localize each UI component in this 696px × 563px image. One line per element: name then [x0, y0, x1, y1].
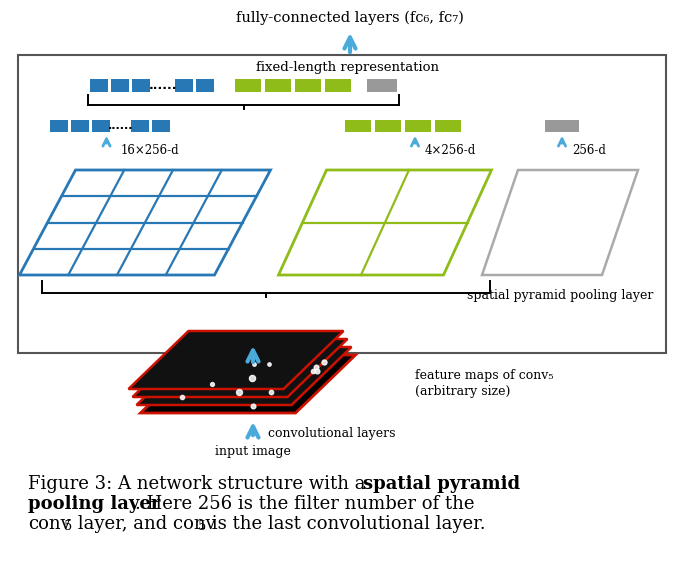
Text: ......: ......: [149, 79, 177, 92]
Polygon shape: [482, 170, 638, 275]
Text: input image: input image: [215, 445, 291, 458]
Bar: [90, 79, 108, 92]
Bar: [71, 120, 89, 132]
Bar: [435, 120, 461, 132]
Polygon shape: [19, 170, 271, 275]
Bar: [235, 79, 261, 92]
Text: 5: 5: [64, 520, 72, 533]
Bar: [131, 120, 149, 132]
Polygon shape: [141, 355, 356, 413]
Text: convolutional layers: convolutional layers: [268, 427, 395, 440]
Polygon shape: [129, 331, 344, 389]
Text: . Here 256 is the filter number of the: . Here 256 is the filter number of the: [135, 495, 475, 513]
Text: (arbitrary size): (arbitrary size): [415, 385, 510, 397]
Bar: [367, 79, 397, 92]
Text: feature maps of conv₅: feature maps of conv₅: [415, 369, 553, 382]
Bar: [405, 120, 431, 132]
Bar: [265, 79, 291, 92]
Text: is the last convolutional layer.: is the last convolutional layer.: [206, 515, 486, 533]
Bar: [325, 79, 351, 92]
Bar: [196, 79, 214, 92]
Text: Figure 3: A network structure with a: Figure 3: A network structure with a: [28, 475, 371, 493]
Text: pooling layer: pooling layer: [28, 495, 160, 513]
Bar: [111, 79, 129, 92]
Bar: [132, 79, 150, 92]
Text: 16×256-d: 16×256-d: [120, 145, 179, 158]
Bar: [152, 120, 170, 132]
Text: 256-d: 256-d: [572, 145, 606, 158]
Polygon shape: [278, 170, 491, 275]
Bar: [18, 55, 666, 353]
Bar: [295, 79, 321, 92]
Bar: [50, 120, 68, 132]
Polygon shape: [132, 339, 347, 397]
Text: 5: 5: [198, 520, 206, 533]
Text: fully-connected layers (fc₆, fc₇): fully-connected layers (fc₆, fc₇): [236, 11, 464, 25]
Polygon shape: [136, 347, 351, 405]
Text: fixed-length representation: fixed-length representation: [257, 61, 439, 74]
Text: conv: conv: [28, 515, 71, 533]
Bar: [345, 120, 371, 132]
Bar: [545, 120, 579, 132]
Text: layer, and conv: layer, and conv: [72, 515, 216, 533]
Text: 4×256-d: 4×256-d: [425, 145, 476, 158]
Bar: [375, 120, 401, 132]
Bar: [92, 120, 110, 132]
Bar: [175, 79, 193, 92]
Text: spatial pyramid pooling layer: spatial pyramid pooling layer: [467, 288, 653, 302]
Text: ......: ......: [109, 121, 134, 131]
Text: spatial pyramid: spatial pyramid: [363, 475, 520, 493]
